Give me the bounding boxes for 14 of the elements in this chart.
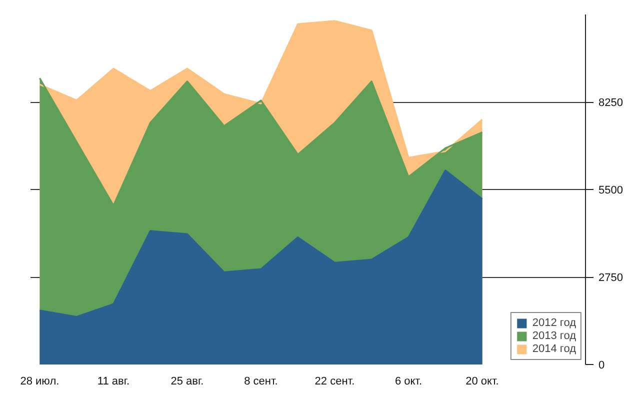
y-tick-label: 2750	[598, 272, 623, 284]
x-tick-label: 11 авг.	[97, 376, 130, 388]
legend-label: 2014 год	[532, 343, 576, 355]
y-tick-label: 5500	[598, 184, 623, 196]
x-tick-label: 25 авг.	[170, 376, 204, 388]
x-tick-label: 28 июл.	[20, 376, 60, 388]
x-tick-label: 22 сент.	[314, 376, 355, 388]
legend-label: 2012 год	[532, 317, 576, 329]
y-tick-label: 0	[598, 360, 605, 372]
x-tick-label: 20 окт.	[466, 376, 499, 388]
y-tick-label: 8250	[598, 97, 623, 109]
legend-label: 2013 год	[532, 330, 576, 342]
x-tick-label: 8 сент.	[244, 376, 278, 388]
x-tick-label: 6 окт.	[394, 376, 422, 388]
